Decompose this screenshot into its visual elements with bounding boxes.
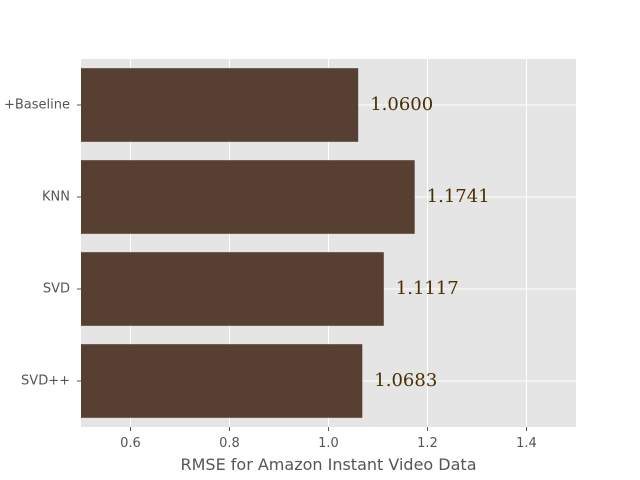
bar-svd	[81, 252, 384, 326]
x-tick-label-3: 1.2	[417, 436, 438, 451]
y-tick-label-0: +Baseline	[4, 98, 70, 113]
bar-knn	[81, 160, 415, 234]
y-tick-label-1: KNN	[42, 190, 70, 205]
x-axis-label: RMSE for Amazon Instant Video Data	[181, 455, 477, 474]
bars	[81, 68, 415, 418]
axis-ticks: 0.6 0.8 1.0 1.2 1.4 +Baseline KNN SVD SVD++	[4, 98, 537, 452]
x-tick-label-1: 0.8	[219, 436, 240, 451]
x-tick-label-2: 1.0	[318, 436, 339, 451]
x-tick-label-4: 1.4	[516, 436, 537, 451]
y-tick-label-2: SVD	[43, 282, 70, 297]
data-label-1: 1.1741	[427, 186, 490, 207]
bar-baseline	[81, 68, 359, 142]
y-tick-label-3: SVD++	[21, 374, 70, 389]
data-label-0: 1.0600	[370, 94, 433, 115]
data-label-3: 1.0683	[374, 370, 437, 391]
data-label-2: 1.1117	[396, 278, 459, 299]
bar-svd	[81, 344, 363, 418]
data-labels: 1.0600 1.1741 1.1117 1.0683	[370, 94, 489, 391]
x-tick-label-0: 0.6	[120, 436, 141, 451]
